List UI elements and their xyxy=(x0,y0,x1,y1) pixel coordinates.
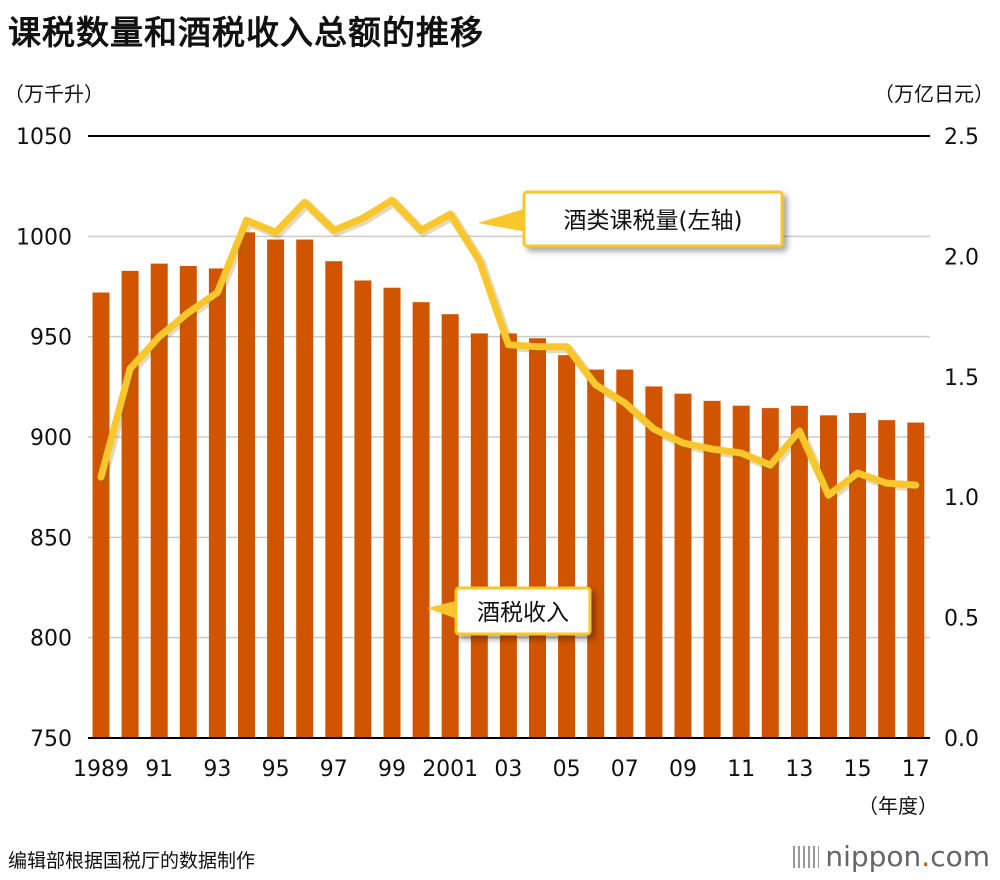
bar-2012 xyxy=(761,408,779,738)
bar-1997 xyxy=(325,261,343,738)
right-tick-label: 0.0 xyxy=(944,727,979,752)
left-axis-unit: （万千升） xyxy=(4,82,104,106)
bar-2004 xyxy=(529,338,546,738)
right-tick-label: 1.5 xyxy=(944,366,979,391)
left-tick-label: 850 xyxy=(30,526,72,551)
right-axis-unit: （万亿日元） xyxy=(874,82,994,106)
line-series-callout: 酒类课税量(左轴) xyxy=(478,190,784,248)
bar-1991 xyxy=(150,263,168,738)
bar-2011 xyxy=(732,405,750,738)
x-tick-label: 15 xyxy=(844,757,872,782)
x-axis-unit: （年度） xyxy=(858,794,938,818)
brand-bars-icon xyxy=(793,846,820,868)
bar-1999 xyxy=(383,287,401,738)
bar-2015 xyxy=(849,412,867,738)
chart-title: 课税数量和酒税收入总额的推移 xyxy=(8,13,484,52)
bar-2002 xyxy=(470,333,488,738)
left-tick-label: 900 xyxy=(30,426,72,451)
bar-2016 xyxy=(878,420,896,738)
bar-2010 xyxy=(703,400,721,738)
bar-1995 xyxy=(267,239,285,738)
x-tick-label: 99 xyxy=(378,757,406,782)
bar-1994 xyxy=(238,232,255,738)
bar-1989 xyxy=(92,292,110,738)
bar-2005 xyxy=(558,355,576,738)
x-tick-label: 07 xyxy=(611,757,639,782)
x-tick-label: 09 xyxy=(669,757,697,782)
left-tick-label: 1000 xyxy=(16,225,72,250)
bar-1990 xyxy=(121,270,139,738)
left-tick-label: 1050 xyxy=(16,125,72,150)
line-series xyxy=(97,196,920,499)
chart: （万千升） （万亿日元） 1050 1000 950 900 850 800 750 2.5… xyxy=(4,82,994,818)
bar-2001 xyxy=(441,314,459,738)
x-tick-label: 2001 xyxy=(422,757,478,782)
x-tick-label: 17 xyxy=(902,757,930,782)
bar-1993 xyxy=(208,268,226,738)
bar-1998 xyxy=(354,280,372,738)
bar-series-callout: 酒税收入 xyxy=(427,586,592,636)
x-tick-label: 03 xyxy=(494,757,522,782)
brand-logo: nippon.com xyxy=(793,840,990,873)
left-tick-label: 950 xyxy=(30,326,72,351)
x-tick-label: 95 xyxy=(262,757,290,782)
x-tick-label: 97 xyxy=(320,757,348,782)
bar-2003 xyxy=(499,333,517,738)
x-tick-label: 13 xyxy=(785,757,813,782)
bar-1992 xyxy=(179,266,197,738)
x-tick-label: 93 xyxy=(203,757,231,782)
bar-1996 xyxy=(296,239,314,738)
right-tick-label: 1.0 xyxy=(944,486,979,511)
right-tick-label: 0.5 xyxy=(944,607,979,632)
x-tick-label: 1989 xyxy=(73,757,129,782)
x-tick-label: 11 xyxy=(727,757,755,782)
bar-2009 xyxy=(674,393,692,738)
bar-2006 xyxy=(587,369,605,738)
right-tick-label: 2.0 xyxy=(944,245,979,270)
right-tick-label: 2.5 xyxy=(944,125,979,150)
bar-2007 xyxy=(616,369,634,738)
bar-2017 xyxy=(907,422,925,738)
source-note: 编辑部根据国税厅的数据制作 xyxy=(8,850,256,872)
left-tick-label: 750 xyxy=(30,727,72,752)
x-tick-label: 05 xyxy=(553,757,581,782)
left-tick-label: 800 xyxy=(30,627,72,652)
bar-2013 xyxy=(790,405,808,738)
bar-2014 xyxy=(820,415,837,738)
x-tick-label: 91 xyxy=(145,757,173,782)
bar-series-label: 酒税收入 xyxy=(477,600,569,626)
bar-2000 xyxy=(412,302,430,738)
line-series-label: 酒类课税量(左轴) xyxy=(564,208,743,234)
bar-2008 xyxy=(645,386,663,738)
